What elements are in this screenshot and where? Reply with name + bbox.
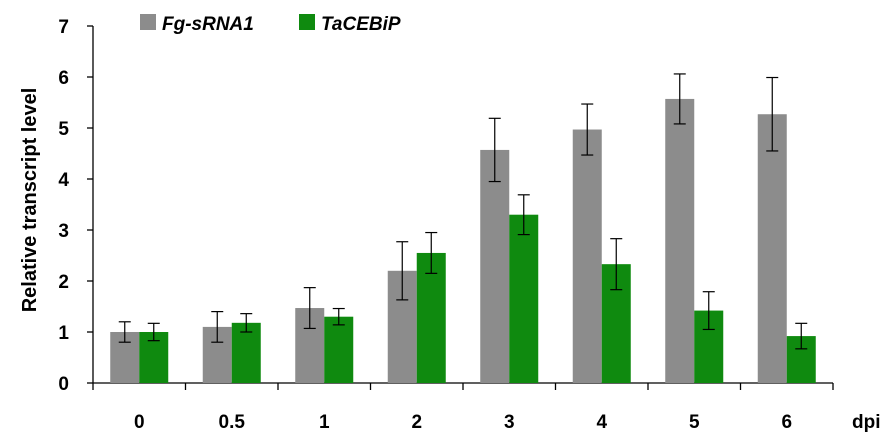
bar-fg-srna1 — [665, 98, 695, 384]
x-tick-label: 4 — [596, 412, 607, 432]
y-tick-label: 6 — [58, 68, 69, 89]
x-tick-label: 5 — [689, 412, 700, 432]
x-tick-label: 0.5 — [219, 412, 246, 432]
x-tick-label: 2 — [411, 412, 422, 432]
y-tick-label: 3 — [58, 221, 69, 242]
legend-swatch-tacebip — [299, 14, 315, 30]
y-axis-title: Relative transcript level — [19, 88, 41, 313]
bar-tacebip — [324, 316, 354, 383]
bar-tacebip — [231, 322, 261, 383]
y-tick-label: 5 — [58, 119, 69, 140]
legend-label-tacebip: TaCEBiP — [321, 14, 401, 35]
x-axis-unit-label: dpi — [852, 412, 881, 432]
bar-fg-srna1 — [480, 149, 510, 383]
legend-swatch-fg-srna1 — [140, 14, 156, 30]
x-tick-label: 1 — [319, 412, 330, 432]
x-tick-label: 0 — [134, 412, 145, 432]
bar-tacebip — [416, 252, 446, 383]
plot-area: 0 1 2 3 4 5 6 7 0 0.5 1 2 3 4 5 6 — [58, 17, 834, 432]
x-tick-label: 3 — [504, 412, 515, 432]
y-tick-label: 2 — [58, 272, 69, 293]
y-tick-label: 7 — [58, 17, 69, 38]
legend: Fg-sRNA1 TaCEBiP — [140, 14, 401, 35]
legend-label-fg-srna1: Fg-sRNA1 — [162, 14, 254, 35]
bar-fg-srna1 — [757, 114, 787, 383]
bar-tacebip — [509, 214, 539, 383]
bar-fg-srna1 — [572, 129, 602, 383]
x-tick-label: 6 — [781, 412, 792, 432]
y-tick-label: 1 — [58, 323, 69, 344]
y-tick-label: 4 — [58, 170, 69, 191]
y-tick-label: 0 — [58, 374, 69, 395]
